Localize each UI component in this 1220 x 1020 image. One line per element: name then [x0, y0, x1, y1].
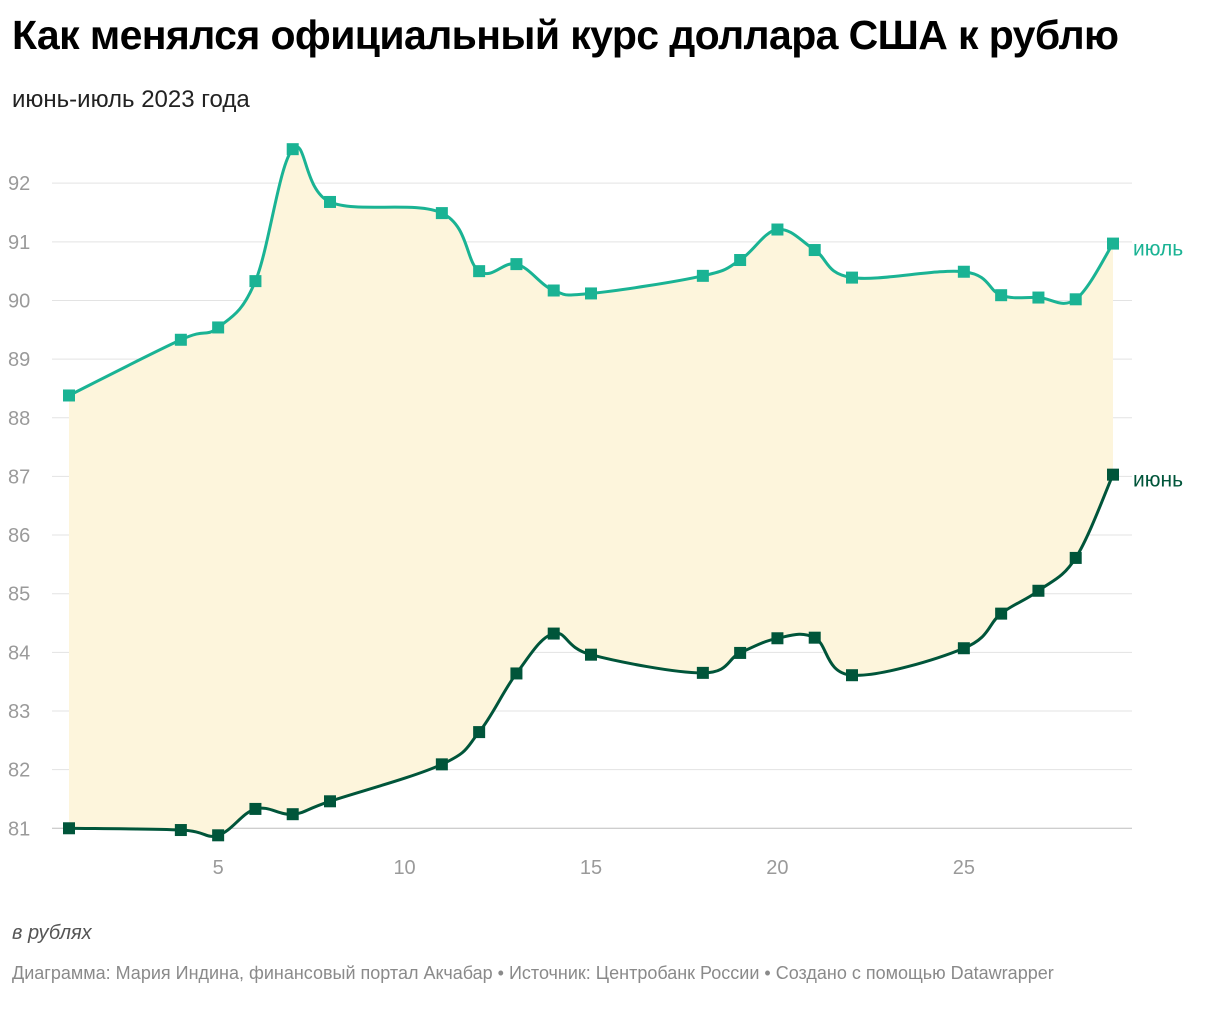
series-1-point-14 — [547, 627, 560, 640]
series-1-point-18 — [696, 666, 709, 679]
series-1-point-29 — [1107, 468, 1119, 481]
series-1-point-11 — [435, 758, 448, 771]
series-1-point-28 — [1069, 551, 1082, 564]
series-1-point-20 — [771, 632, 784, 645]
series-1-point-13 — [510, 667, 523, 680]
series-0-point-29 — [1107, 237, 1119, 250]
y-tick-label-84: 84 — [8, 642, 30, 664]
series-0-point-20 — [771, 223, 784, 236]
series-0-point-7 — [286, 143, 299, 156]
series-0-point-11 — [435, 207, 448, 220]
series-1-point-26 — [995, 607, 1008, 620]
series-0-point-27 — [1032, 291, 1045, 304]
area-between-series — [69, 146, 1113, 837]
series-0-point-1 — [63, 389, 75, 402]
series-layer: июль июнь — [63, 143, 1183, 842]
series-0-point-19 — [734, 254, 747, 267]
x-tick-label-20: 20 — [766, 857, 788, 879]
y-tick-label-90: 90 — [8, 290, 30, 312]
series-0-point-18 — [696, 269, 709, 282]
series-1-point-15 — [585, 648, 597, 661]
x-tick-label-10: 10 — [393, 857, 415, 879]
y-tick-label-87: 87 — [8, 466, 30, 488]
y-tick-label-91: 91 — [8, 232, 30, 254]
series-1-label: июнь — [1133, 469, 1183, 492]
series-0-point-8 — [324, 195, 336, 208]
series-0-point-25 — [957, 265, 970, 278]
series-0-label: июль — [1133, 238, 1183, 261]
x-axis: 5 10 15 20 25 — [213, 857, 975, 879]
y-tick-label-83: 83 — [8, 701, 30, 723]
series-0-point-4 — [174, 333, 187, 346]
chart-subtitle: июнь-июль 2023 года — [12, 86, 250, 113]
series-0-point-13 — [510, 258, 523, 271]
source-credit: Диаграмма: Мария Индина, финансовый порт… — [12, 963, 1054, 983]
y-tick-label-88: 88 — [8, 408, 30, 430]
series-1-point-21 — [808, 631, 821, 644]
y-tick-label-92: 92 — [8, 173, 30, 195]
series-0-point-14 — [547, 284, 560, 297]
series-0-point-15 — [585, 287, 597, 300]
series-1-point-1 — [63, 822, 75, 835]
x-tick-label-5: 5 — [213, 857, 224, 879]
series-0-line — [67, 145, 1115, 397]
series-0-point-21 — [808, 244, 821, 257]
series-0-point-5 — [212, 321, 225, 334]
series-1-point-27 — [1032, 584, 1045, 597]
series-1-point-4 — [174, 824, 187, 837]
series-1: июнь — [63, 468, 1183, 842]
y-tick-label-86: 86 — [8, 525, 30, 547]
series-1-point-22 — [846, 669, 858, 682]
series-1-point-25 — [957, 642, 970, 655]
y-tick-label-82: 82 — [8, 760, 30, 782]
chart-title: Как менялся официальный курс доллара США… — [12, 12, 1119, 58]
series-0-point-26 — [995, 289, 1008, 302]
y-tick-label-89: 89 — [8, 349, 30, 371]
series-1-point-6 — [249, 802, 262, 815]
x-tick-label-15: 15 — [580, 857, 602, 879]
series-1-point-12 — [473, 726, 486, 739]
series-0-point-6 — [249, 275, 262, 288]
units-note: в рублях — [12, 922, 92, 944]
series-1-point-5 — [212, 829, 225, 842]
x-tick-label-25: 25 — [953, 857, 975, 879]
series-0-point-12 — [473, 265, 486, 278]
series-0: июль — [63, 143, 1183, 402]
series-1-point-8 — [324, 795, 336, 808]
series-0-point-28 — [1069, 293, 1082, 306]
series-1-point-7 — [286, 808, 299, 821]
y-axis: 81 82 83 84 85 86 87 88 89 90 91 92 — [8, 173, 30, 840]
y-tick-label-81: 81 — [8, 818, 30, 840]
series-0-point-22 — [846, 271, 858, 284]
y-tick-label-85: 85 — [8, 584, 30, 606]
series-1-point-19 — [734, 646, 747, 659]
